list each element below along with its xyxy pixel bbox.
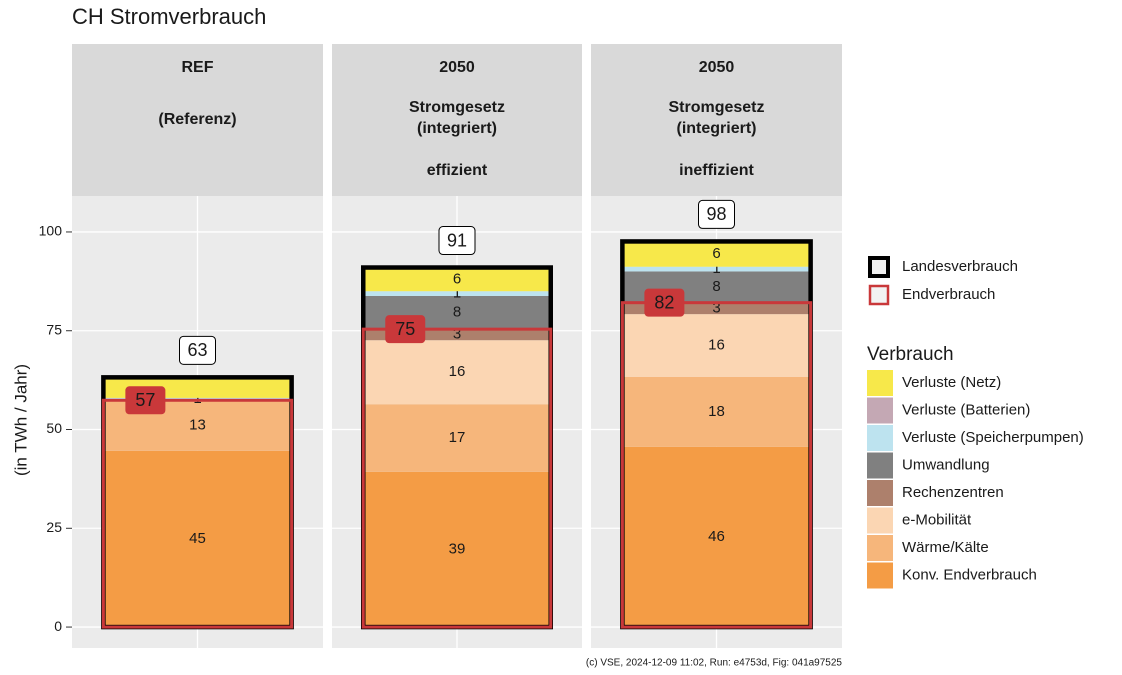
legend-key bbox=[867, 507, 893, 534]
facet-label: ineffizient bbox=[679, 162, 754, 179]
legend-title: Verbrauch bbox=[867, 344, 954, 365]
segment-label: 6 bbox=[712, 245, 720, 262]
y-tick-label: 0 bbox=[54, 618, 62, 634]
facet-label: 2050 bbox=[439, 59, 475, 76]
bar-segment bbox=[622, 241, 811, 267]
legend-label: Verluste (Batterien) bbox=[902, 401, 1030, 418]
segment-label: 1 bbox=[453, 285, 461, 302]
legend-label: Wärme/Kälte bbox=[902, 539, 989, 556]
legend-key bbox=[867, 370, 893, 396]
segment-label: 16 bbox=[449, 363, 466, 380]
total-label: 63 bbox=[187, 340, 207, 360]
total-label-box bbox=[438, 226, 476, 256]
facet-label: (integriert) bbox=[677, 120, 757, 137]
caption: (c) VSE, 2024-12-09 11:02, Run: e4753d, … bbox=[586, 658, 843, 669]
bar-segment bbox=[363, 291, 551, 296]
facet-label: (Referenz) bbox=[158, 111, 236, 128]
outline-bar bbox=[101, 398, 294, 629]
outline-bar bbox=[620, 301, 813, 629]
bar-segment bbox=[622, 266, 811, 272]
legend-label: Landesverbrauch bbox=[902, 258, 1018, 275]
bar-segment bbox=[363, 329, 551, 341]
legend-key bbox=[867, 425, 893, 451]
end-label: 57 bbox=[135, 390, 155, 410]
total-label-box bbox=[179, 335, 216, 365]
y-axis-label: (in TWh / Jahr) bbox=[11, 364, 30, 476]
facet-label: REF bbox=[182, 59, 214, 76]
legend-label: Verluste (Netz) bbox=[902, 374, 1001, 391]
segment-label: 18 bbox=[708, 403, 725, 420]
facet-header bbox=[72, 44, 323, 196]
bar-segment bbox=[622, 376, 811, 447]
legend-key bbox=[868, 256, 890, 278]
segment-label: 46 bbox=[708, 528, 725, 545]
segment-label: 17 bbox=[449, 429, 466, 446]
segment-label: 13 bbox=[189, 417, 206, 434]
end-label: 82 bbox=[654, 292, 674, 312]
total-label: 91 bbox=[447, 230, 467, 250]
legend-key bbox=[868, 284, 890, 306]
facet-label: Stromgesetz bbox=[668, 99, 764, 116]
y-tick-label: 75 bbox=[46, 321, 62, 337]
segment-label: 6 bbox=[453, 270, 461, 287]
total-label: 98 bbox=[706, 204, 726, 224]
segment-label: 3 bbox=[712, 299, 720, 316]
facet-label: Stromgesetz bbox=[409, 99, 505, 116]
segment-label: 39 bbox=[449, 540, 466, 557]
segment-label: 8 bbox=[453, 304, 461, 321]
legend-key bbox=[867, 480, 893, 506]
bar-segment bbox=[363, 340, 551, 405]
end-label-box bbox=[385, 315, 426, 344]
segment-label: 16 bbox=[708, 337, 725, 354]
total-label-box bbox=[698, 199, 735, 229]
legend-label: Konv. Endverbrauch bbox=[902, 566, 1037, 583]
segment-label: 45 bbox=[189, 530, 206, 547]
segment-label: 8 bbox=[712, 278, 720, 295]
legend-label: Verluste (Speicherpumpen) bbox=[902, 429, 1084, 446]
segment-label: 1 bbox=[712, 260, 720, 277]
facet-header bbox=[591, 44, 842, 196]
facet-label: (integriert) bbox=[417, 120, 497, 137]
end-label-box bbox=[125, 386, 166, 415]
y-tick-label: 50 bbox=[46, 420, 62, 436]
legend-key bbox=[867, 397, 893, 424]
bar-segment bbox=[622, 446, 811, 628]
bar-segment bbox=[363, 404, 551, 472]
bar-segment bbox=[363, 267, 551, 292]
chart-title: CH Stromverbrauch bbox=[72, 4, 266, 29]
bar-segment bbox=[622, 314, 811, 377]
segment-label: 1 bbox=[193, 390, 201, 407]
y-tick-label: 25 bbox=[46, 519, 62, 535]
end-label-box bbox=[644, 288, 685, 317]
facet-header bbox=[332, 44, 582, 196]
legend-key bbox=[867, 452, 893, 479]
legend-label: Rechenzentren bbox=[902, 484, 1004, 501]
legend-key bbox=[867, 535, 893, 561]
bar-segment bbox=[363, 471, 551, 628]
facet-label: 2050 bbox=[699, 59, 735, 76]
end-label: 75 bbox=[395, 319, 415, 339]
facet-label: effizient bbox=[427, 162, 488, 179]
outline-bar bbox=[361, 327, 553, 629]
segment-label: 3 bbox=[453, 326, 461, 343]
y-tick-label: 100 bbox=[39, 223, 63, 239]
bar-segment bbox=[622, 302, 811, 315]
legend-label: Endverbrauch bbox=[902, 286, 995, 303]
legend-label: e-Mobilität bbox=[902, 511, 972, 528]
bar-segment bbox=[103, 450, 292, 628]
legend-label: Umwandlung bbox=[902, 456, 990, 473]
legend-key bbox=[867, 562, 893, 589]
